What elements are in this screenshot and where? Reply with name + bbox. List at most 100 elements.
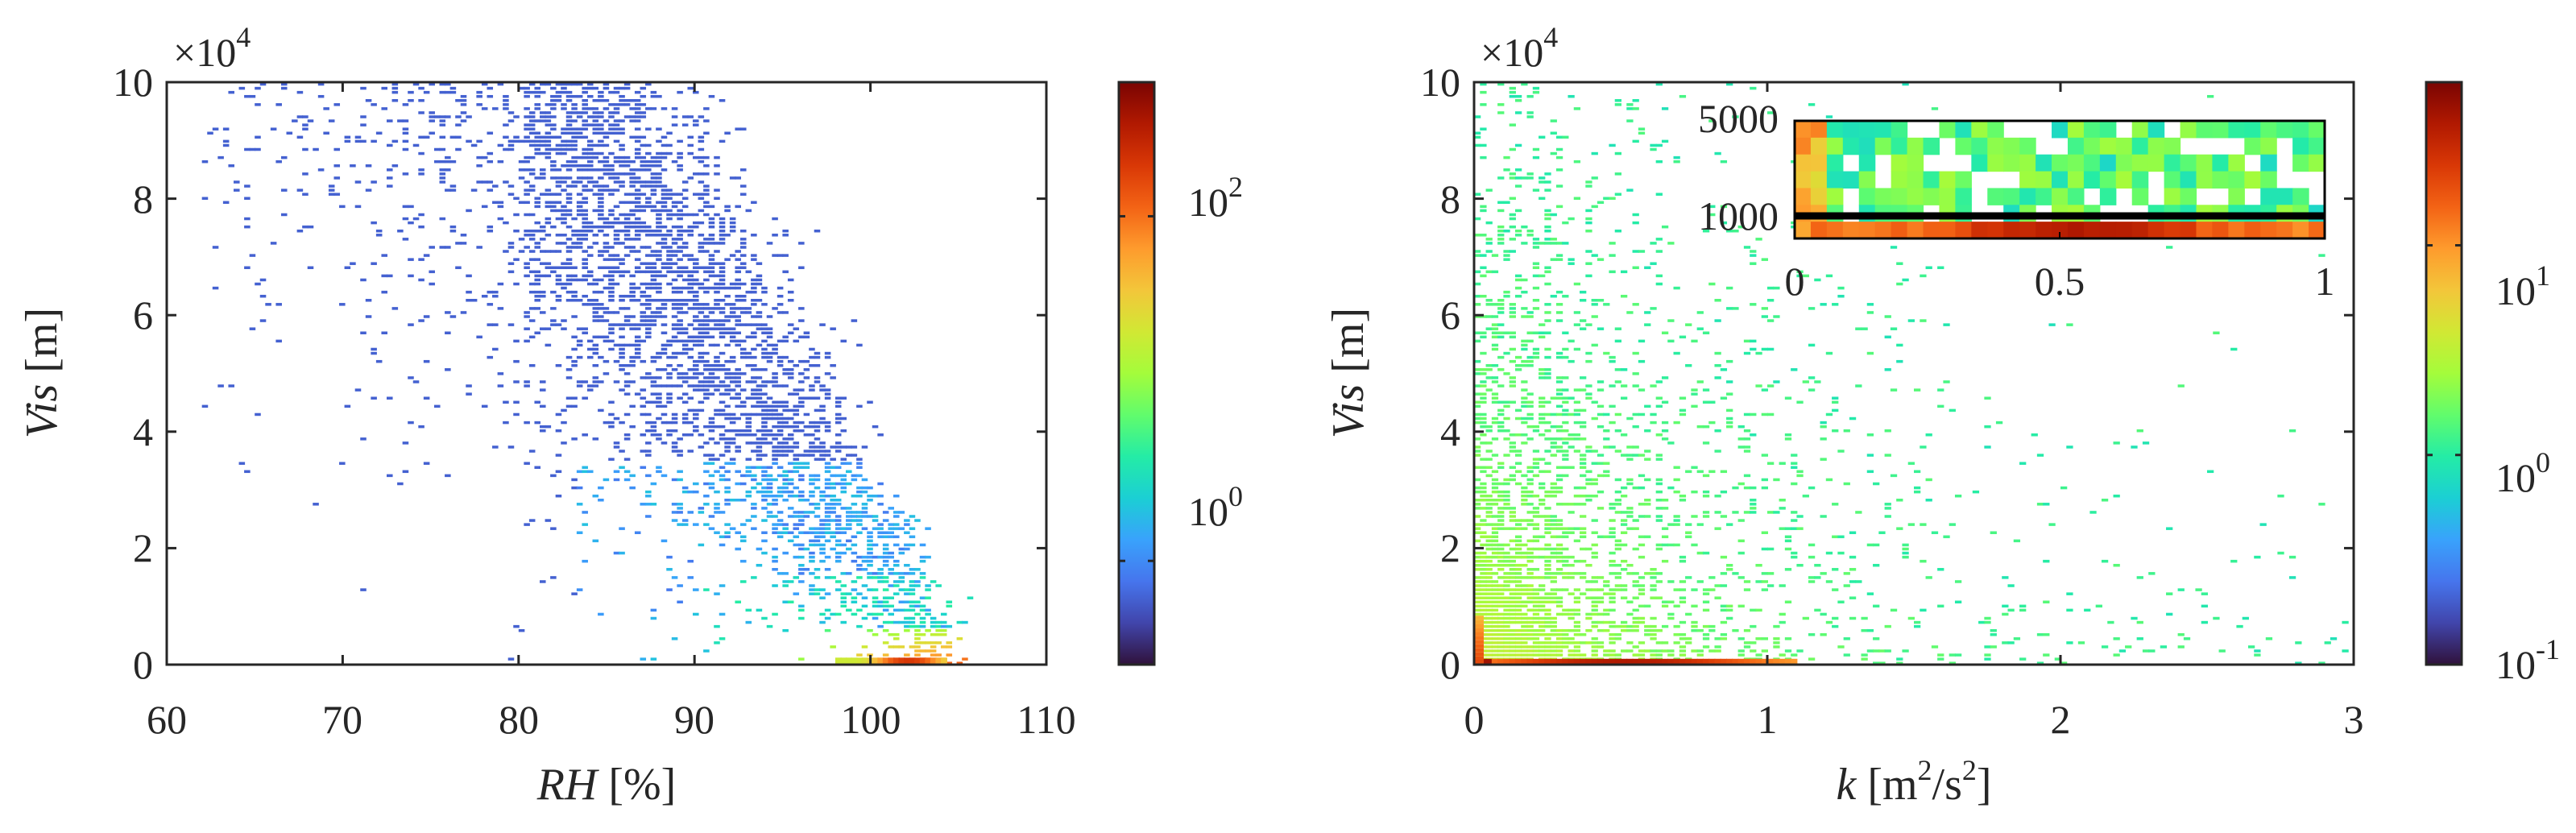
heatmap-cell (1626, 511, 1634, 514)
heatmap-cell (244, 197, 251, 200)
heatmap-cell (892, 543, 900, 547)
heatmap-cell (671, 511, 678, 514)
heatmap-cell (698, 160, 705, 164)
heatmap-cell (787, 359, 794, 363)
heatmap-cell (1603, 412, 1610, 416)
heatmap-cell (528, 90, 536, 94)
heatmap-cell (1573, 645, 1581, 649)
heatmap-cell (1539, 242, 1546, 245)
heatmap-cell (861, 503, 868, 506)
heatmap-cell (840, 572, 847, 575)
heatmap-cell (1497, 384, 1505, 387)
heatmap-cell (1521, 307, 1528, 310)
heatmap-cell (1585, 628, 1592, 632)
heatmap-cell (1808, 580, 1816, 583)
heatmap-cell (1539, 641, 1546, 644)
heatmap-cell (1603, 649, 1610, 653)
heatmap-cell (1679, 555, 1687, 559)
heatmap-cell (576, 384, 583, 387)
heatmap-cell (1485, 612, 1493, 616)
heatmap-cell (1497, 299, 1505, 302)
heatmap-cell (1591, 494, 1598, 498)
heatmap-cell (777, 404, 784, 408)
heatmap-cell (677, 363, 683, 367)
heatmap-cell (634, 238, 641, 241)
heatmap-cell (1550, 242, 1557, 245)
heatmap-cell (629, 119, 636, 122)
heatmap-cell (1597, 612, 1605, 616)
heatmap-cell (623, 213, 631, 217)
heatmap-cell (693, 339, 699, 343)
heatmap-cell (1526, 412, 1534, 416)
heatmap-cell (503, 103, 509, 106)
heatmap-cell (534, 205, 541, 209)
heatmap-cell (1638, 616, 1646, 620)
heatmap-cell (640, 164, 647, 168)
heatmap-cell (528, 450, 536, 453)
heatmap-cell (1480, 82, 1487, 86)
heatmap-cell (1550, 658, 1557, 665)
heatmap-cell (1521, 498, 1528, 502)
heatmap-cell (666, 568, 673, 571)
heatmap-cell (418, 172, 425, 176)
heatmap-cell (460, 311, 467, 314)
heatmap-cell (793, 543, 800, 547)
heatmap-cell (1691, 466, 1698, 470)
heatmap-cell (608, 458, 615, 461)
heatmap-cell (1491, 596, 1499, 599)
heatmap-cell (623, 246, 631, 249)
left-x-tick-label: 60 (147, 697, 187, 742)
heatmap-cell (703, 494, 710, 498)
heatmap-cell (851, 559, 858, 563)
heatmap-cell (756, 262, 763, 265)
heatmap-cell (381, 274, 387, 278)
heatmap-cell (671, 107, 678, 110)
heatmap-cell (1585, 323, 1592, 326)
heatmap-cell (724, 209, 731, 213)
heatmap-cell (724, 205, 731, 209)
heatmap-cell (1614, 503, 1621, 506)
heatmap-cell (751, 286, 757, 290)
heatmap-cell (1644, 311, 1651, 314)
heatmap-cell (856, 466, 863, 470)
heatmap-cell (561, 213, 567, 217)
heatmap-cell (524, 262, 530, 265)
heatmap-cell (1791, 511, 1798, 514)
heatmap-cell (408, 99, 414, 102)
heatmap-cell (693, 368, 699, 371)
heatmap-cell (1568, 653, 1575, 657)
heatmap-cell (391, 139, 399, 143)
heatmap-cell (1779, 527, 1786, 530)
heatmap-cell (518, 250, 525, 253)
heatmap-cell (1585, 180, 1592, 184)
heatmap-cell (645, 490, 652, 494)
heatmap-cell (824, 454, 831, 457)
heatmap-cell (1491, 620, 1499, 624)
heatmap-cell (1474, 143, 1481, 147)
heatmap-cell (1568, 446, 1575, 449)
heatmap-cell (1907, 616, 1915, 620)
heatmap-cell (1491, 396, 1499, 400)
heatmap-cell (1650, 421, 1657, 425)
heatmap-cell (693, 262, 699, 265)
heatmap-cell (540, 168, 546, 172)
heatmap-cell (1526, 176, 1534, 180)
heatmap-cell (1650, 653, 1657, 657)
heatmap-cell (656, 470, 662, 474)
heatmap-cell (1480, 421, 1487, 425)
heatmap-cell (582, 466, 588, 470)
heatmap-cell (1544, 189, 1551, 192)
heatmap-cell (1609, 620, 1616, 624)
heatmap-cell (1526, 400, 1534, 404)
heatmap-cell (634, 323, 641, 326)
heatmap-cell (1532, 274, 1540, 278)
heatmap-cell (1544, 624, 1551, 628)
heatmap-cell (708, 421, 715, 425)
heatmap-cell (650, 299, 657, 302)
heatmap-cell (782, 478, 789, 482)
heatmap-cell (882, 531, 889, 534)
heatmap-cell (1497, 176, 1505, 180)
heatmap-cell (603, 339, 610, 343)
heatmap-cell (719, 331, 726, 334)
heatmap-cell (1480, 331, 1487, 334)
